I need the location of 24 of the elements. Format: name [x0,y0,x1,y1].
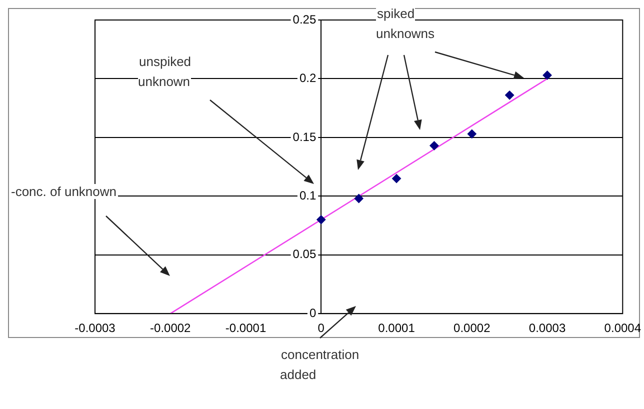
text: concentration added [280,347,360,382]
x-tick-label: 0.0004 [604,321,642,336]
x-tick-label: -0.0002 [150,321,192,336]
annotation: -conc. of unknown [10,184,118,199]
annotation: unspiked unknown [138,54,192,89]
point [316,215,326,224]
point [505,90,514,100]
point [467,129,476,138]
point [542,70,552,80]
x-tick-label: 0.0003 [528,321,566,336]
annotation: spiked unknowns [376,6,436,41]
point [392,174,402,184]
y-tick-label: 0.15 [292,130,316,144]
x-tick-label: -0.0001 [225,321,266,336]
y-tick-label: 0.05 [292,247,316,262]
x-tick-label: 0.0001 [378,321,416,336]
point [354,194,364,204]
y-tick-label: 0.1 [299,188,316,202]
y-tick-label: 0 [309,306,316,320]
point [430,141,439,150]
y-tick-label: 0.25 [292,12,316,26]
x-tick-label: -0.0003 [74,321,116,336]
x-tick-label: 0.0002 [454,321,491,336]
y-tick-label: 0.2 [299,71,316,86]
